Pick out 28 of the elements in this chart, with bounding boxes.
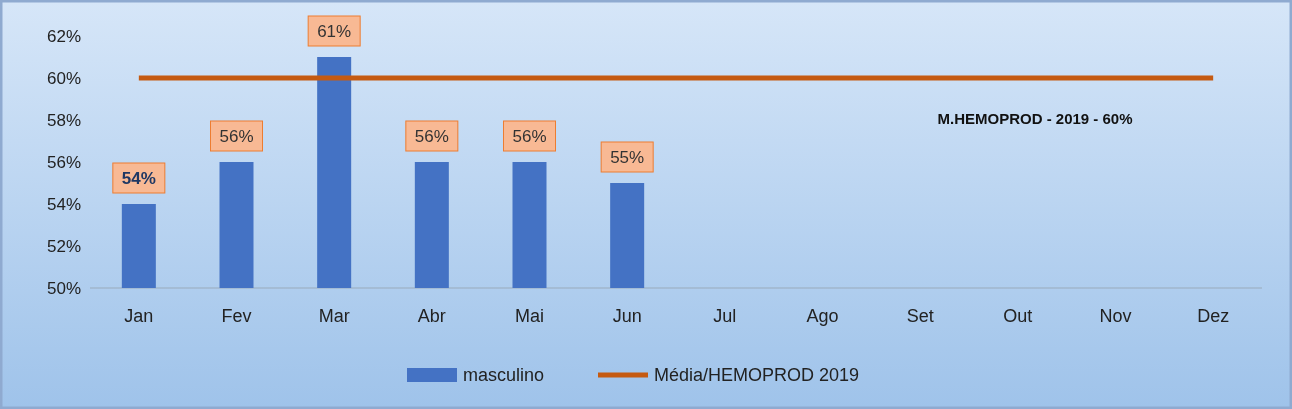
data-label: 54% [121, 168, 156, 188]
y-tick-label: 60% [46, 68, 82, 88]
x-tick-label: Fev [221, 306, 252, 326]
data-label: 56% [219, 126, 254, 146]
x-tick-label: Dez [1197, 306, 1230, 326]
x-tick-label: Jan [124, 306, 154, 326]
data-label: 61% [317, 21, 352, 41]
y-tick-label: 56% [46, 152, 82, 172]
x-tick-label: Mai [514, 306, 545, 326]
data-label: 56% [414, 126, 449, 146]
x-tick-label: Mar [318, 306, 350, 326]
x-tick-label: Ago [806, 306, 839, 326]
legend-label: Média/HEMOPROD 2019 [654, 365, 860, 386]
data-label: 56% [512, 126, 547, 146]
x-tick-label: Abr [417, 306, 446, 326]
x-tick-label: Nov [1099, 306, 1132, 326]
x-tick-label: Out [1003, 306, 1033, 326]
legend-label: masculino [463, 365, 545, 386]
y-tick-label: 62% [46, 26, 82, 46]
y-tick-label: 54% [46, 194, 82, 214]
data-label: 55% [610, 147, 645, 167]
annotation: M.HEMOPROD - 2019 - 60% [937, 110, 1133, 127]
y-tick-label: 50% [46, 278, 82, 298]
y-tick-label: 52% [46, 236, 82, 256]
x-tick-label: Jul [713, 306, 737, 326]
y-tick-label: 58% [46, 110, 82, 130]
x-tick-label: Set [906, 306, 934, 326]
x-tick-label: Jun [612, 306, 642, 326]
